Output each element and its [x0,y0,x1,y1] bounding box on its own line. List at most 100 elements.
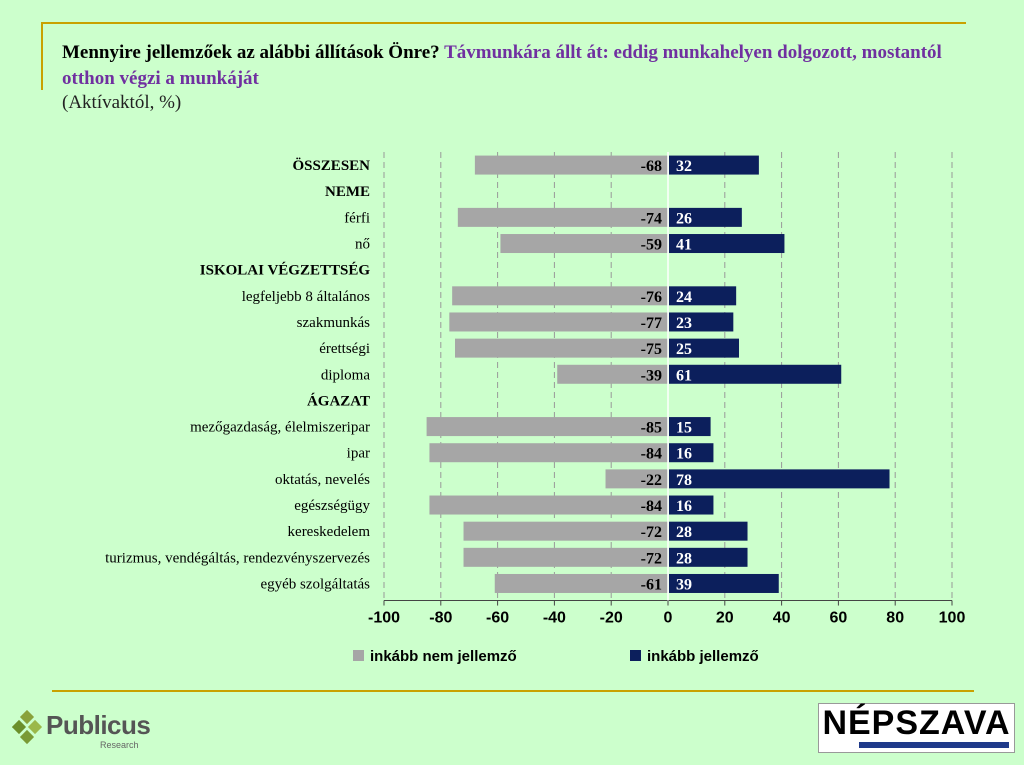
publicus-logo: Publicus Research [12,710,152,754]
data-label-negative: -84 [641,446,662,463]
bar-negative [429,443,668,463]
publicus-mark-icon [12,710,43,745]
bar-positive [669,469,890,489]
data-label-negative: -76 [641,289,662,306]
bar-negative [457,207,668,227]
data-label-negative: -75 [641,341,662,358]
x-tick-label: -40 [543,610,566,627]
bar-negative [605,469,668,489]
category-label: érettségi [319,341,370,357]
data-label-negative: -59 [641,237,662,254]
data-label-positive: 26 [676,210,692,227]
category-heading: ISKOLAI VÉGZETTSÉG [200,262,371,279]
bar-positive [669,207,742,227]
category-label: férfi [344,210,370,226]
legend-label: inkább jellemző [647,648,759,665]
category-label: turizmus, vendégáltás, rendezvényszervez… [105,550,370,566]
data-label-positive: 32 [676,158,692,175]
data-label-negative: -68 [641,158,662,175]
category-label: egészségügy [294,498,370,514]
data-label-positive: 28 [676,524,692,541]
data-label-positive: 78 [676,472,692,489]
chart-subtitle: (Aktívaktól, %) [62,92,182,113]
category-label: kereskedelem [288,524,371,540]
x-tick-label: -60 [486,610,509,627]
data-label-negative: -84 [641,498,662,515]
x-tick-label: 20 [716,610,734,627]
title-question: Mennyire jellemzőek az alábbi állítások … [62,42,440,63]
data-label-negative: -22 [641,472,662,489]
bar-positive [669,547,748,567]
bar-negative [557,364,668,384]
diverging-bar-chart: -100 -80 -60 -40 -20 0 20 40 60 80 100 ÖSSZESEN -68 3… [105,152,966,665]
nepszava-logo: NÉPSZAVA [818,703,1015,753]
bar-positive [669,286,737,306]
data-label-positive: 61 [676,367,692,384]
data-label-positive: 16 [676,446,692,463]
data-label-positive: 39 [676,576,692,593]
data-label-positive: 24 [676,289,692,306]
bar-negative [426,417,668,437]
category-heading: NEME [325,184,370,200]
category-label: egyéb szolgáltatás [260,576,370,592]
x-tick-label: -20 [600,610,623,627]
bar-positive [669,364,842,384]
publicus-subtext: Research [100,740,139,750]
data-label-positive: 28 [676,550,692,567]
bar-positive [669,443,714,463]
category-label: nő [355,237,370,253]
data-label-positive: 41 [676,237,692,254]
nepszava-wordmark: NÉPSZAVA [822,704,1011,742]
bar-negative [452,286,668,306]
category-label: szakmunkás [297,315,370,331]
data-label-negative: -74 [641,210,662,227]
legend-swatch [630,650,641,661]
category-label: ipar [347,446,370,462]
data-label-positive: 25 [676,341,692,358]
bar-negative [455,338,668,358]
category-label: oktatás, nevelés [275,472,370,488]
bar-negative [494,573,668,593]
legend-label: inkább nem jellemző [370,648,517,665]
bar-positive [669,495,714,515]
bar-negative [500,234,668,254]
data-label-negative: -85 [641,420,662,437]
bar-negative [463,547,668,567]
category-label: legfeljebb 8 általános [242,289,370,305]
data-label-negative: -61 [641,576,662,593]
x-tick-label: 100 [939,610,966,627]
data-label-negative: -39 [641,367,662,384]
bar-positive [669,155,759,175]
category-label: diploma [321,367,371,383]
bar-negative [474,155,668,175]
category-label: mezőgazdaság, élelmiszeripar [190,420,370,436]
bar-positive [669,312,734,332]
nepszava-strip [859,742,1009,748]
data-label-positive: 15 [676,420,692,437]
data-label-negative: -72 [641,524,662,541]
x-tick-label: -100 [368,610,400,627]
bottom-accent-line [52,690,974,692]
data-label-negative: -77 [641,315,662,332]
x-tick-label: 60 [830,610,848,627]
title-statement: Távmunkára állt át: eddig munkahelyen do… [62,42,942,89]
chart-title: Mennyire jellemzőek az alábbi állítások … [62,40,962,92]
x-tick-label: 0 [664,610,673,627]
data-label-positive: 23 [676,315,692,332]
bar-negative [463,521,668,541]
data-label-negative: -72 [641,550,662,567]
data-label-positive: 16 [676,498,692,515]
x-tick-label: -80 [429,610,452,627]
bar-positive [669,521,748,541]
title-accent-bar [41,22,43,90]
x-tick-label: 40 [773,610,791,627]
bar-positive [669,234,785,254]
bar-positive [669,338,739,358]
legend-swatch [353,650,364,661]
x-tick-label: 80 [886,610,904,627]
category-heading: ÖSSZESEN [292,157,370,174]
bar-negative [449,312,668,332]
bar-negative [429,495,668,515]
bar-positive [669,417,711,437]
top-accent-line [42,22,966,24]
